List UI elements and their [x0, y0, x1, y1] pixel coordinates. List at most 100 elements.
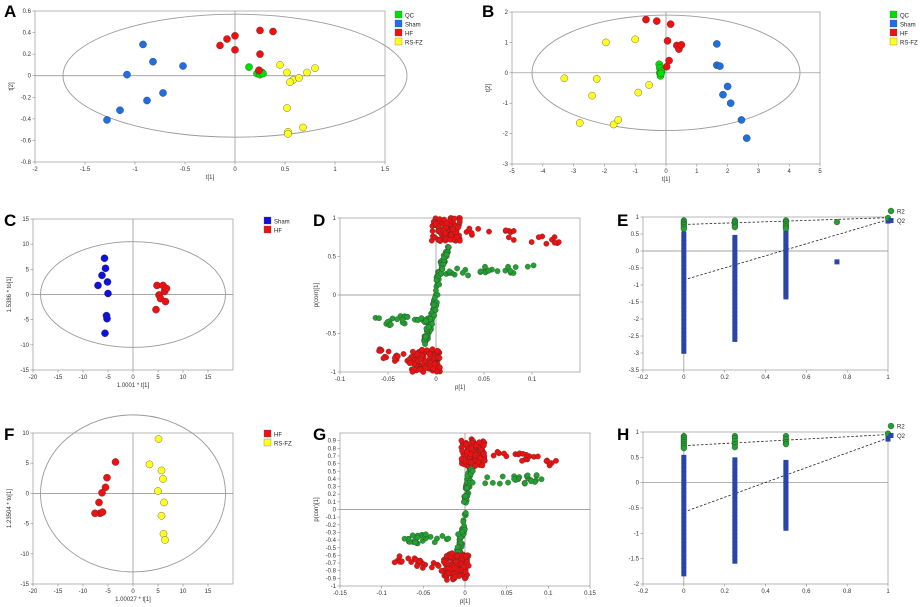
b-point-qc: [657, 69, 665, 78]
a-y-tick-label: -0.6: [21, 138, 32, 144]
h-q2-point: [732, 536, 738, 542]
h-q2-point: [681, 475, 687, 481]
g-y-tick-label: 0.2: [328, 492, 337, 498]
f-y-tick-label: -10: [20, 552, 29, 558]
h-legend-label-q2: Q2: [897, 434, 906, 440]
f-point-hf: [103, 473, 111, 482]
h-q2-point: [681, 467, 687, 473]
g-x-tick-label: 0.05: [501, 591, 513, 597]
g-x-tick-label: -0.05: [416, 591, 430, 597]
h-q2-point: [681, 558, 687, 564]
h-q2-point: [885, 436, 891, 442]
g-y-tick-label: -0.7: [326, 561, 337, 567]
a-point-hf: [256, 26, 264, 35]
b-y-tick-label: 2: [505, 10, 509, 16]
g-y-tick-label: 0.7: [328, 454, 337, 460]
f-y-tick-label: 10: [22, 431, 29, 437]
f-point-rs-fz: [160, 498, 168, 507]
f-point-rs-fz: [157, 511, 166, 520]
g-variable-point: [419, 565, 426, 571]
f-point-rs-fz: [154, 435, 163, 443]
d-variable-point: [429, 228, 436, 234]
d-y-tick-label: 0.5: [328, 255, 337, 261]
a-x-tick-label: -0.5: [180, 167, 191, 173]
g-y-tick-label: -0.1: [326, 515, 337, 521]
g-variable-point: [499, 473, 506, 480]
h-q2-point: [732, 464, 738, 470]
e-q2-point: [732, 285, 738, 291]
h-q2-point: [681, 542, 687, 548]
c-legend-label: HF: [274, 229, 282, 235]
d-variable-point: [434, 347, 441, 354]
g-variable-point: [401, 535, 408, 542]
e-q2-point: [732, 234, 738, 240]
e-y-tick-label: -3: [634, 351, 640, 357]
d-variable-point: [377, 348, 384, 354]
e-q2-point: [732, 296, 738, 302]
e-r2-point: [680, 225, 687, 232]
g-y-tick-label: 0: [333, 508, 337, 514]
g-variable-point: [463, 553, 469, 560]
h-q2-point: [732, 518, 738, 524]
a-point-hf: [223, 35, 231, 43]
e-r2-point: [782, 225, 789, 232]
panel-letter-c: C: [4, 211, 16, 230]
g-variable-point: [431, 539, 438, 546]
d-variable-point: [436, 237, 443, 244]
e-q2-point: [681, 281, 687, 287]
d-variable-point: [429, 346, 436, 353]
a-point-qc: [245, 63, 253, 71]
h-x-tick-label: 1: [886, 589, 890, 595]
e-q2-point: [732, 271, 738, 277]
e-y-tick-label: -1.5: [629, 300, 640, 306]
g-y-tick-label: 0.6: [328, 462, 337, 468]
d-variable-point: [387, 321, 394, 328]
d-variable-point: [385, 348, 392, 355]
h-q2-point: [732, 489, 738, 495]
e-q2-point: [681, 285, 687, 291]
b-point-rs-fz: [592, 75, 601, 83]
e-y-tick-label: -3.5: [629, 368, 640, 374]
h-q2-point: [732, 511, 738, 517]
g-variable-point: [455, 531, 461, 538]
a-legend-label: RS-FZ: [405, 41, 423, 47]
b-point-sham: [737, 116, 746, 124]
c-x-tick-label: -20: [29, 375, 38, 381]
g-variable-point: [490, 452, 497, 459]
e-q2-point: [681, 344, 687, 350]
a-y-tick-label: -0.4: [21, 117, 32, 123]
b-x-tick-label: -5: [509, 169, 515, 175]
f-point-rs-fz: [145, 460, 154, 469]
d-variable-point: [417, 356, 424, 363]
b-point-sham: [726, 99, 735, 107]
d-variable-point: [510, 237, 517, 243]
c-point-hf: [162, 284, 171, 293]
h-legend-label-r2: R2: [897, 425, 905, 431]
b-x-tick-label: 5: [818, 169, 822, 175]
e-r2-point: [833, 219, 841, 226]
e-q2-point: [732, 256, 738, 262]
b-y-tick-label: 0: [505, 71, 509, 77]
g-variable-point: [451, 564, 458, 571]
e-q2-regression-line: [683, 219, 889, 281]
f-legend-swatch: [263, 429, 272, 438]
a-x-tick-label: -2: [32, 167, 38, 173]
h-r2-point: [782, 441, 789, 448]
e-q2-point: [681, 290, 687, 296]
e-q2-point: [681, 332, 687, 338]
panel-letter-d: D: [313, 211, 325, 230]
d-variable-point: [422, 341, 428, 347]
c-x-tick-label: -10: [79, 375, 88, 381]
h-q2-point: [783, 525, 789, 531]
h-x-tick-label: -0.2: [638, 589, 649, 595]
d-variable-point: [468, 230, 475, 236]
g-variable-point: [452, 573, 459, 580]
a-point-sham: [159, 89, 167, 97]
f-x-tick-label: -10: [79, 589, 88, 595]
e-q2-point: [681, 235, 687, 241]
g-x-tick-label: 0: [463, 591, 467, 597]
e-q2-point: [783, 294, 789, 300]
h-q2-point: [681, 492, 687, 498]
f-point-hf: [91, 509, 99, 518]
c-y-tick-label: -15: [20, 368, 29, 374]
